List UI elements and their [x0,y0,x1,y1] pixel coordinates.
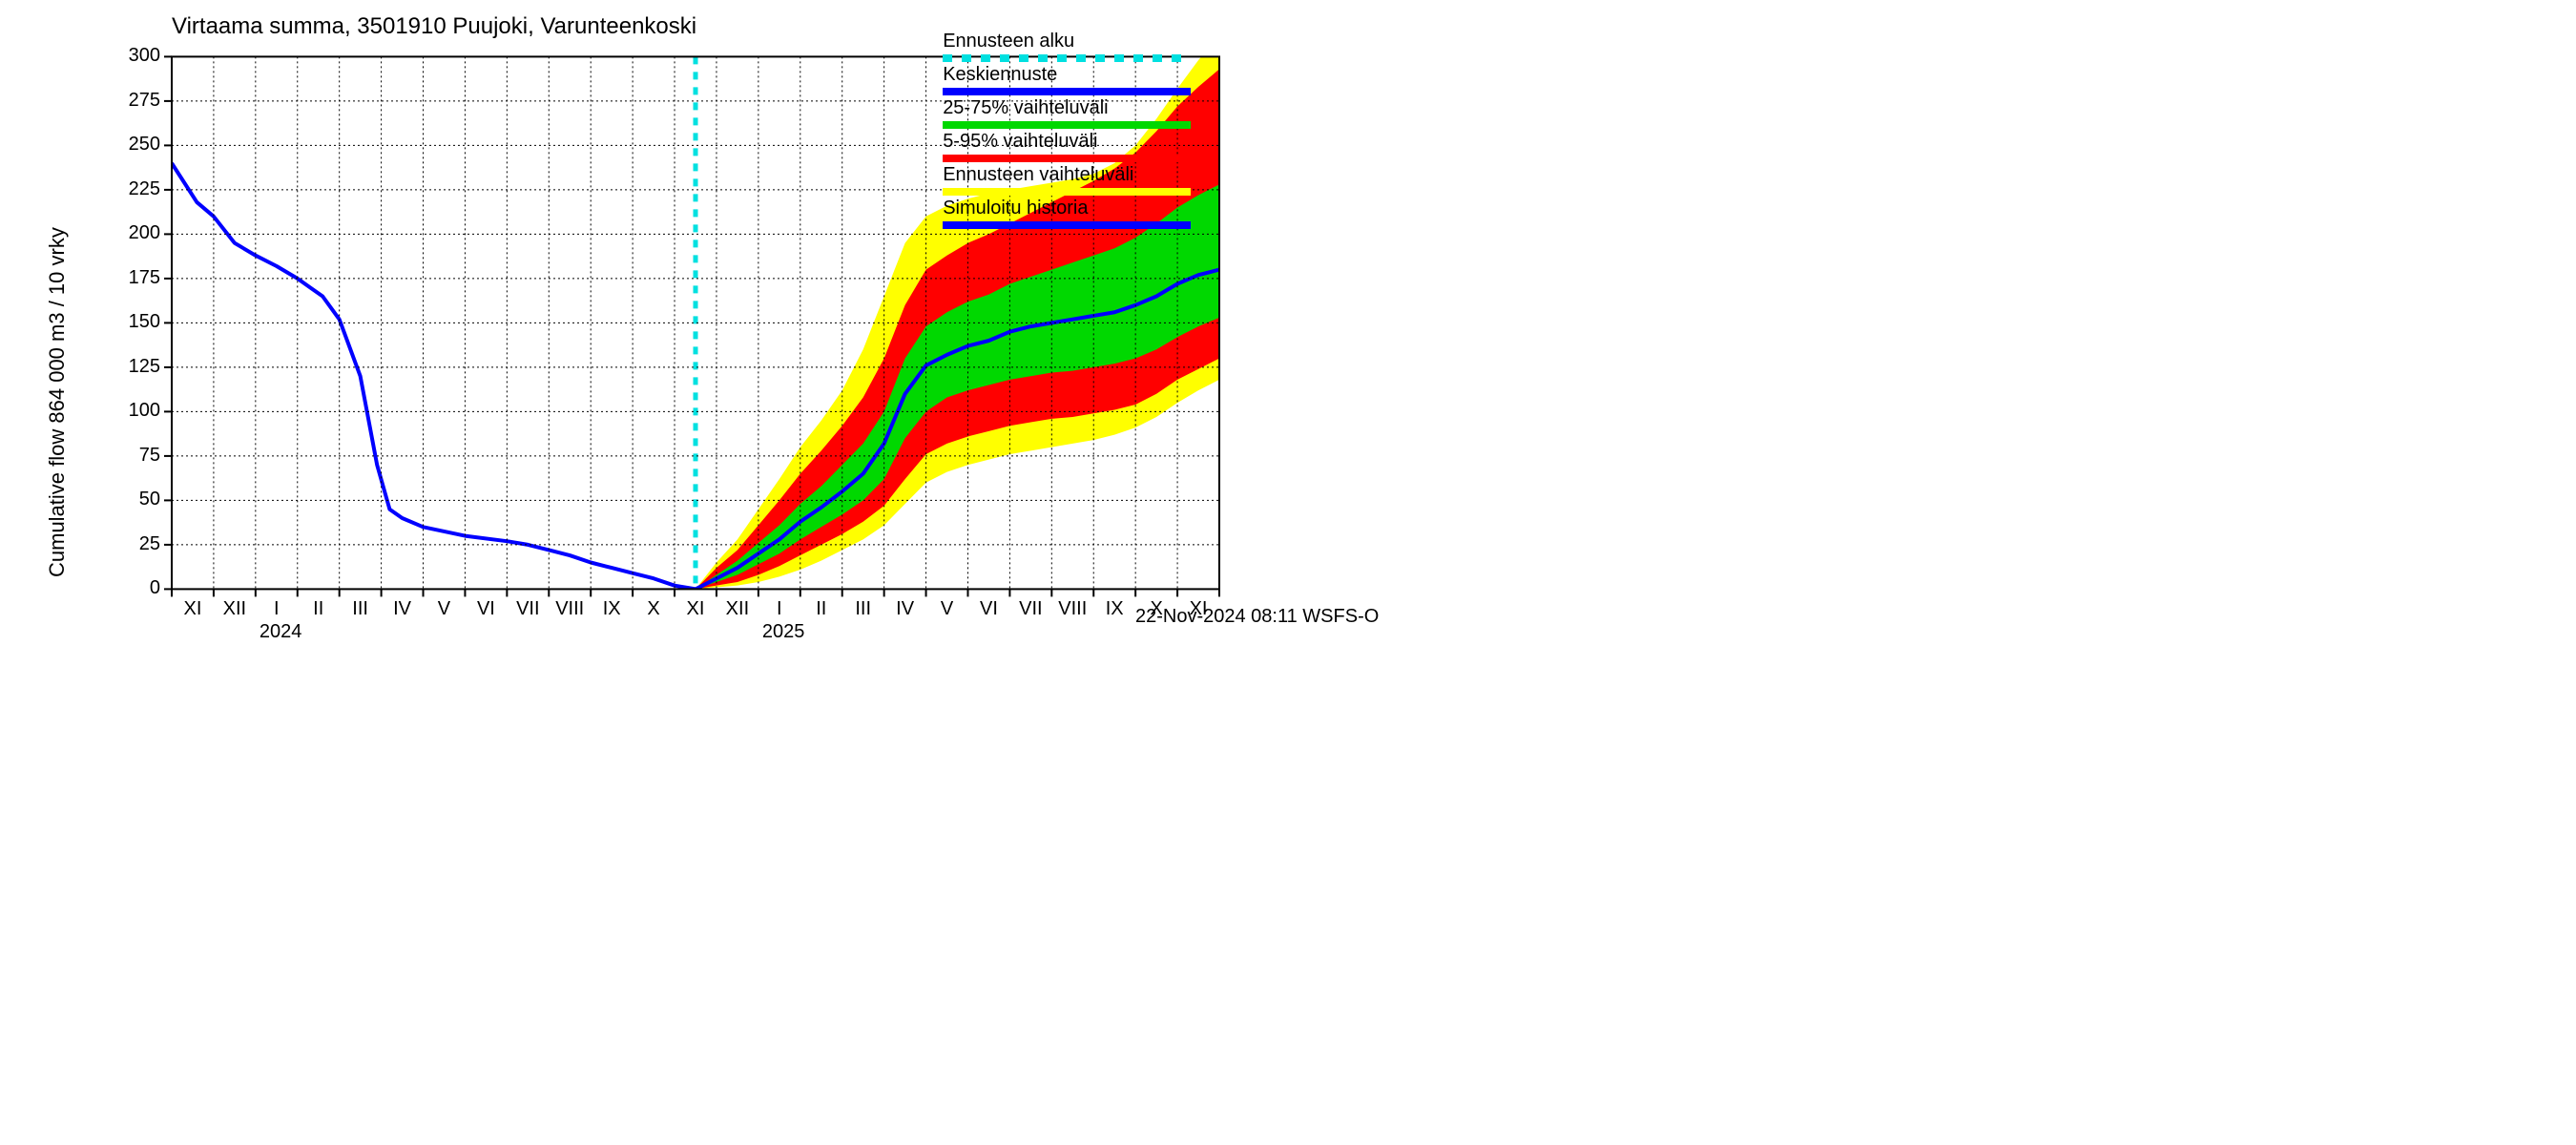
legend-swatch [943,188,1191,196]
x-tick-label: VII [1011,598,1049,620]
legend-swatch [943,221,1191,229]
x-tick-label: XII [216,598,254,620]
x-tick-label: VI [467,598,505,620]
x-tick-label: III [342,598,380,620]
x-tick-label: IV [384,598,422,620]
x-tick-label: XII [718,598,757,620]
y-tick-label: 175 [113,267,160,289]
x-tick-label: V [425,598,463,620]
legend-swatch [943,155,1191,162]
y-tick-label: 150 [113,311,160,333]
legend-label: Keskiennuste [943,64,1191,86]
y-tick-label: 225 [113,178,160,200]
chart-container: Virtaama summa, 3501910 Puujoki, Varunte… [0,0,1431,636]
year-label: 2025 [762,621,805,643]
y-tick-label: 25 [113,533,160,555]
x-tick-label: II [300,598,338,620]
x-tick-label: II [802,598,841,620]
legend-item: Keskiennuste [943,64,1191,95]
y-tick-label: 50 [113,489,160,510]
legend: Ennusteen alku Keskiennuste 25-75% vaihtel… [943,31,1191,231]
legend-label: Ennusteen vaihteluväli [943,164,1191,186]
legend-item: 25-75% vaihteluväli [943,97,1191,129]
legend-swatch [943,54,1191,62]
y-tick-label: 75 [113,445,160,467]
legend-label: 25-75% vaihteluväli [943,97,1191,119]
y-tick-label: 100 [113,400,160,422]
x-tick-label: VIII [551,598,589,620]
x-tick-label: I [258,598,296,620]
x-tick-label: IX [592,598,631,620]
x-tick-label: VIII [1053,598,1091,620]
x-tick-label: XI [174,598,212,620]
plot-area [0,0,1431,636]
timestamp: 22-Nov-2024 08:11 WSFS-O [1135,606,1379,628]
x-tick-label: X [634,598,673,620]
y-tick-label: 275 [113,90,160,112]
y-tick-label: 250 [113,134,160,156]
legend-item: Ennusteen vaihteluväli [943,164,1191,196]
x-tick-label: VI [969,598,1008,620]
year-label: 2024 [260,621,302,643]
legend-swatch [943,121,1191,129]
legend-label: 5-95% vaihteluväli [943,131,1191,153]
legend-item: Simuloitu historia [943,198,1191,229]
y-tick-label: 0 [113,577,160,599]
y-tick-label: 300 [113,45,160,67]
x-tick-label: IV [886,598,924,620]
x-tick-label: I [760,598,799,620]
x-tick-label: V [928,598,966,620]
legend-item: Ennusteen alku [943,31,1191,62]
legend-label: Ennusteen alku [943,31,1191,52]
x-tick-label: VII [509,598,547,620]
legend-swatch [943,88,1191,95]
y-tick-label: 125 [113,356,160,378]
x-tick-label: III [844,598,883,620]
y-tick-label: 200 [113,222,160,244]
x-tick-label: IX [1095,598,1133,620]
legend-item: 5-95% vaihteluväli [943,131,1191,162]
x-tick-label: XI [676,598,715,620]
legend-label: Simuloitu historia [943,198,1191,219]
